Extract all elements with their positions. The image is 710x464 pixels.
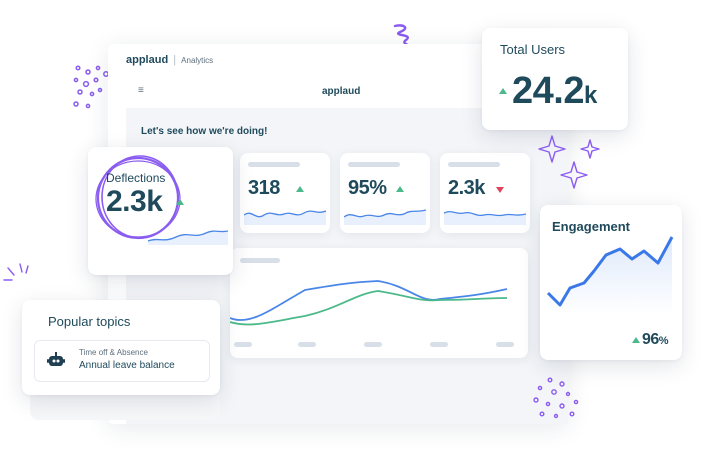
total-users-unit: k bbox=[583, 82, 597, 109]
confetti-dots-icon bbox=[533, 377, 579, 419]
robot-icon bbox=[47, 352, 65, 366]
sparkle-icon bbox=[538, 135, 600, 189]
brand-name: applaud bbox=[126, 54, 169, 66]
topic-item[interactable]: Time off & Absence Annual leave balance bbox=[34, 340, 210, 382]
popular-topics-title: Popular topics bbox=[48, 314, 131, 329]
topic-title: Annual leave balance bbox=[79, 360, 175, 371]
deflections-card[interactable]: Deflections 2.3k bbox=[88, 147, 233, 275]
header-brand: applaud bbox=[322, 86, 361, 97]
stat-value: 2.3k bbox=[448, 177, 485, 199]
sparkline bbox=[344, 209, 426, 225]
trend-up-icon bbox=[632, 337, 640, 343]
engagement-label: Engagement bbox=[552, 219, 631, 234]
sparkline bbox=[148, 230, 228, 245]
stat-card-1[interactable]: 318 bbox=[240, 153, 330, 233]
topic-category: Time off & Absence bbox=[79, 348, 148, 357]
product-name: Analytics bbox=[181, 56, 214, 65]
trend-up-icon bbox=[176, 199, 184, 205]
stat-value: 318 bbox=[248, 177, 280, 199]
sparkline bbox=[444, 210, 526, 225]
trend-down-icon bbox=[496, 187, 504, 193]
total-users-value: 24.2k bbox=[512, 70, 597, 113]
menu-icon[interactable]: ≡ bbox=[138, 85, 144, 96]
popular-topics-card[interactable]: Popular topics Time off & Absence Annual… bbox=[22, 300, 220, 395]
trend-up-icon bbox=[396, 186, 404, 192]
trend-up-icon bbox=[499, 88, 507, 94]
stat-card-2[interactable]: 95% bbox=[340, 153, 430, 233]
greeting-text: Let's see how we're doing! bbox=[141, 126, 268, 137]
trend-chart-card[interactable] bbox=[230, 248, 528, 358]
engagement-card[interactable]: Engagement 96% bbox=[540, 205, 682, 360]
total-users-card[interactable]: Total Users 24.2k bbox=[482, 28, 628, 130]
deflections-label: Deflections bbox=[106, 171, 166, 185]
stat-value: 95% bbox=[348, 177, 387, 199]
brand-logo: applaud | Analytics bbox=[126, 54, 214, 66]
circle-highlight-icon bbox=[95, 155, 181, 240]
engagement-number: 96 bbox=[642, 331, 659, 348]
engagement-chart bbox=[546, 236, 674, 315]
deflections-value: 2.3k bbox=[106, 185, 163, 218]
stat-card-3[interactable]: 2.3k bbox=[440, 153, 530, 233]
total-users-label: Total Users bbox=[500, 42, 566, 57]
engagement-value: 96% bbox=[642, 331, 669, 349]
engagement-unit: % bbox=[658, 335, 669, 347]
line-chart bbox=[230, 280, 508, 326]
sparkline bbox=[244, 210, 326, 225]
trend-up-icon bbox=[296, 186, 304, 192]
total-users-number: 24.2 bbox=[512, 70, 584, 112]
burst-lines-icon bbox=[3, 263, 29, 281]
